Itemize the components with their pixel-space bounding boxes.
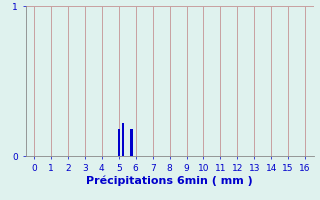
X-axis label: Précipitations 6min ( mm ): Précipitations 6min ( mm ): [86, 175, 253, 186]
Bar: [117, 129, 120, 156]
Bar: [130, 129, 133, 156]
Bar: [122, 123, 124, 156]
